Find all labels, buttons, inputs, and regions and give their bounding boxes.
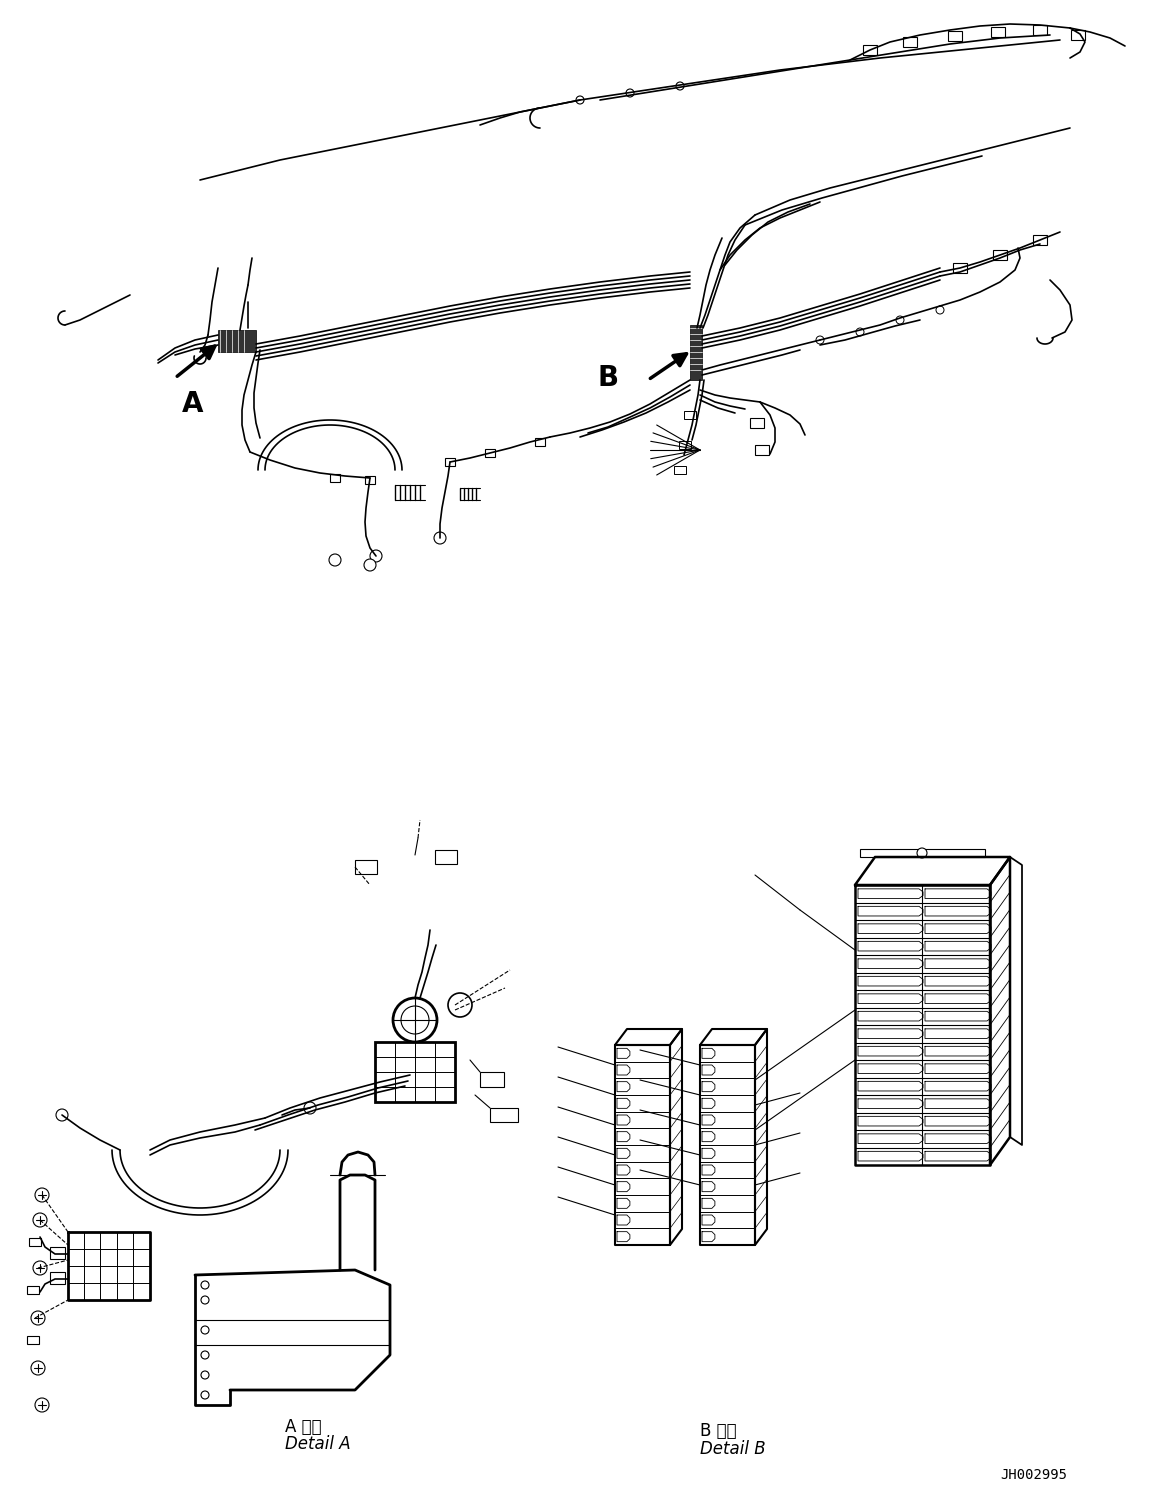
Circle shape	[626, 89, 634, 97]
Circle shape	[434, 533, 445, 545]
Bar	[675, 466, 686, 475]
Circle shape	[576, 97, 584, 104]
Circle shape	[401, 1006, 429, 1034]
Circle shape	[201, 1391, 209, 1399]
Circle shape	[201, 1326, 209, 1335]
Circle shape	[370, 551, 381, 562]
Bar	[485, 449, 495, 457]
Text: A 詳細: A 詳細	[285, 1418, 322, 1436]
Circle shape	[364, 559, 376, 571]
Bar	[863, 45, 877, 55]
Bar	[490, 1109, 518, 1122]
Circle shape	[448, 992, 472, 1016]
Bar	[27, 1336, 40, 1344]
Bar	[435, 850, 457, 865]
Bar	[374, 1042, 455, 1103]
Circle shape	[816, 336, 825, 344]
Circle shape	[393, 998, 437, 1042]
Text: Detail B: Detail B	[700, 1440, 765, 1458]
Bar	[902, 37, 916, 48]
Text: JH002995: JH002995	[1000, 1469, 1066, 1482]
Bar	[1071, 30, 1085, 40]
Bar	[217, 330, 256, 353]
Bar	[535, 437, 545, 446]
Circle shape	[201, 1296, 209, 1303]
Circle shape	[856, 327, 864, 336]
Bar	[755, 445, 769, 455]
Text: B 詳細: B 詳細	[700, 1423, 736, 1440]
Circle shape	[201, 1370, 209, 1379]
Circle shape	[329, 554, 341, 565]
Bar	[365, 476, 374, 484]
Bar	[952, 263, 966, 272]
Circle shape	[33, 1260, 47, 1275]
Bar	[948, 31, 962, 42]
Bar	[750, 418, 764, 429]
Bar	[991, 27, 1005, 37]
Circle shape	[31, 1362, 45, 1375]
Circle shape	[916, 848, 927, 859]
Bar	[480, 1071, 504, 1088]
Circle shape	[33, 1213, 47, 1228]
Circle shape	[35, 1187, 49, 1202]
Bar	[27, 1286, 40, 1295]
Text: B: B	[598, 365, 619, 391]
Circle shape	[676, 82, 684, 89]
Bar	[50, 1272, 65, 1284]
Bar	[1033, 25, 1047, 36]
Bar	[29, 1238, 41, 1245]
Bar	[679, 440, 691, 449]
Bar	[684, 411, 695, 420]
Bar	[445, 458, 455, 466]
Circle shape	[201, 1351, 209, 1359]
Bar	[50, 1247, 65, 1259]
Circle shape	[896, 315, 904, 324]
Circle shape	[201, 1281, 209, 1289]
Circle shape	[936, 307, 944, 314]
Circle shape	[31, 1311, 45, 1324]
Text: Detail A: Detail A	[285, 1434, 350, 1452]
Bar	[859, 850, 985, 857]
Bar	[355, 860, 377, 873]
Bar	[690, 324, 702, 379]
Circle shape	[304, 1103, 316, 1115]
Text: A: A	[181, 390, 204, 418]
Bar	[993, 250, 1007, 260]
Circle shape	[35, 1399, 49, 1412]
Bar	[1033, 235, 1047, 246]
Circle shape	[56, 1109, 67, 1120]
Bar	[330, 475, 340, 482]
